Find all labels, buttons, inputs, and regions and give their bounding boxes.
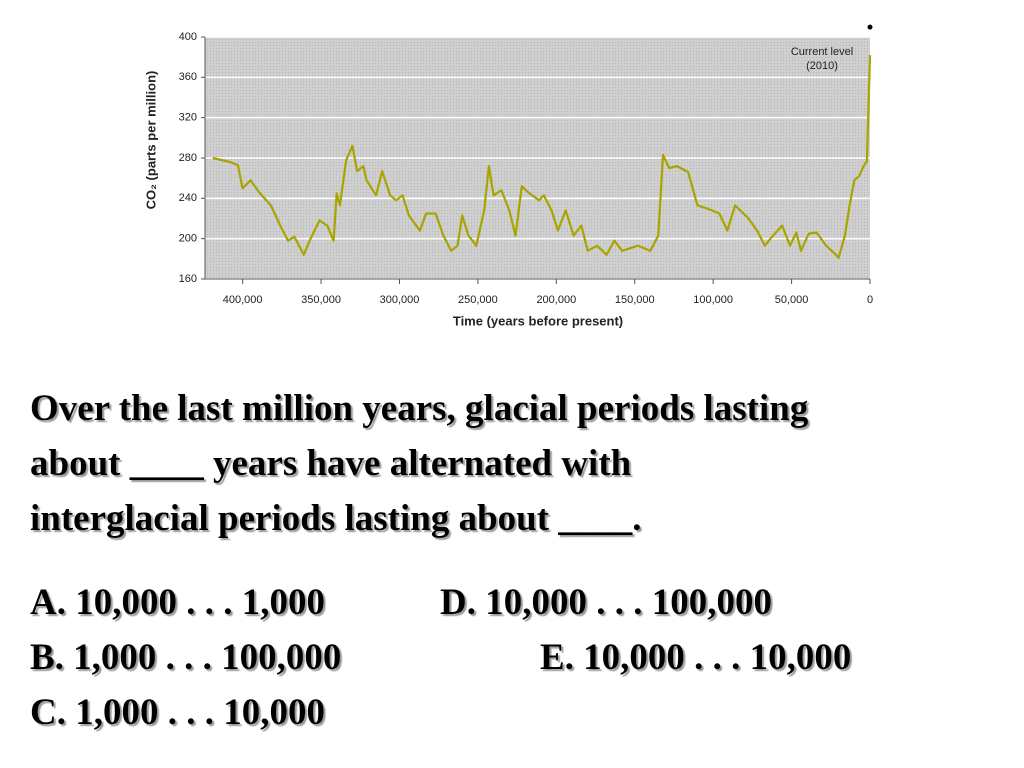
option: A. 10,000 . . . 1,000 (30, 582, 325, 623)
x-tick-label: 400,000 (223, 294, 263, 306)
y-tick-label: 160 (179, 273, 197, 285)
y-tick-label: 360 (179, 71, 197, 83)
option: B. 1,000 . . . 100,000 (30, 637, 341, 678)
y-axis-label: CO₂ (parts per million) (143, 71, 158, 210)
y-tick-label: 400 (179, 31, 197, 43)
question: about ____ years have alternated with (30, 443, 632, 484)
y-tick-label: 320 (179, 112, 197, 124)
x-tick-label: 50,000 (775, 294, 809, 306)
x-tick-label: 150,000 (615, 294, 655, 306)
x-tick-label: 350,000 (301, 294, 341, 306)
y-tick-label: 280 (179, 152, 197, 164)
y-tick-label: 200 (179, 233, 197, 245)
y-tick-label: 240 (179, 192, 197, 204)
option: C. 1,000 . . . 10,000 (30, 692, 325, 733)
current-level-dot (867, 24, 873, 30)
x-axis-label: Time (years before present) (453, 313, 623, 328)
option: D. 10,000 . . . 100,000 (440, 582, 772, 623)
annotation: Current level (791, 46, 853, 58)
question: Over the last million years, glacial per… (30, 388, 809, 429)
x-tick-label: 200,000 (536, 294, 576, 306)
x-tick-label: 100,000 (693, 294, 733, 306)
co2-line (212, 55, 872, 259)
x-tick-label: 250,000 (458, 294, 498, 306)
question: interglacial periods lasting about ____. (30, 498, 642, 539)
annotation: (2010) (806, 60, 838, 72)
x-tick-label: 300,000 (380, 294, 420, 306)
option: E. 10,000 . . . 10,000 (540, 637, 851, 678)
x-tick-label: 0 (867, 294, 873, 306)
